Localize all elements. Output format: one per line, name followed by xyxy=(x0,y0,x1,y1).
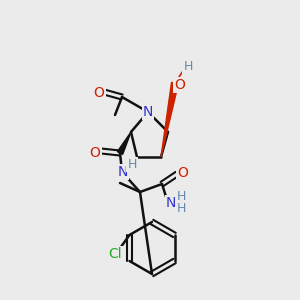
Text: N: N xyxy=(143,105,153,119)
Text: O: O xyxy=(90,146,101,160)
Text: O: O xyxy=(175,78,185,92)
Text: H: H xyxy=(176,190,186,202)
Text: O: O xyxy=(178,166,188,180)
Text: H: H xyxy=(183,61,193,74)
Polygon shape xyxy=(117,132,131,154)
Text: Cl: Cl xyxy=(109,247,122,261)
Text: H: H xyxy=(176,202,186,214)
Polygon shape xyxy=(161,82,178,157)
Text: H: H xyxy=(127,158,137,170)
Text: O: O xyxy=(94,86,104,100)
Text: N: N xyxy=(118,165,128,179)
Text: N: N xyxy=(166,196,176,210)
